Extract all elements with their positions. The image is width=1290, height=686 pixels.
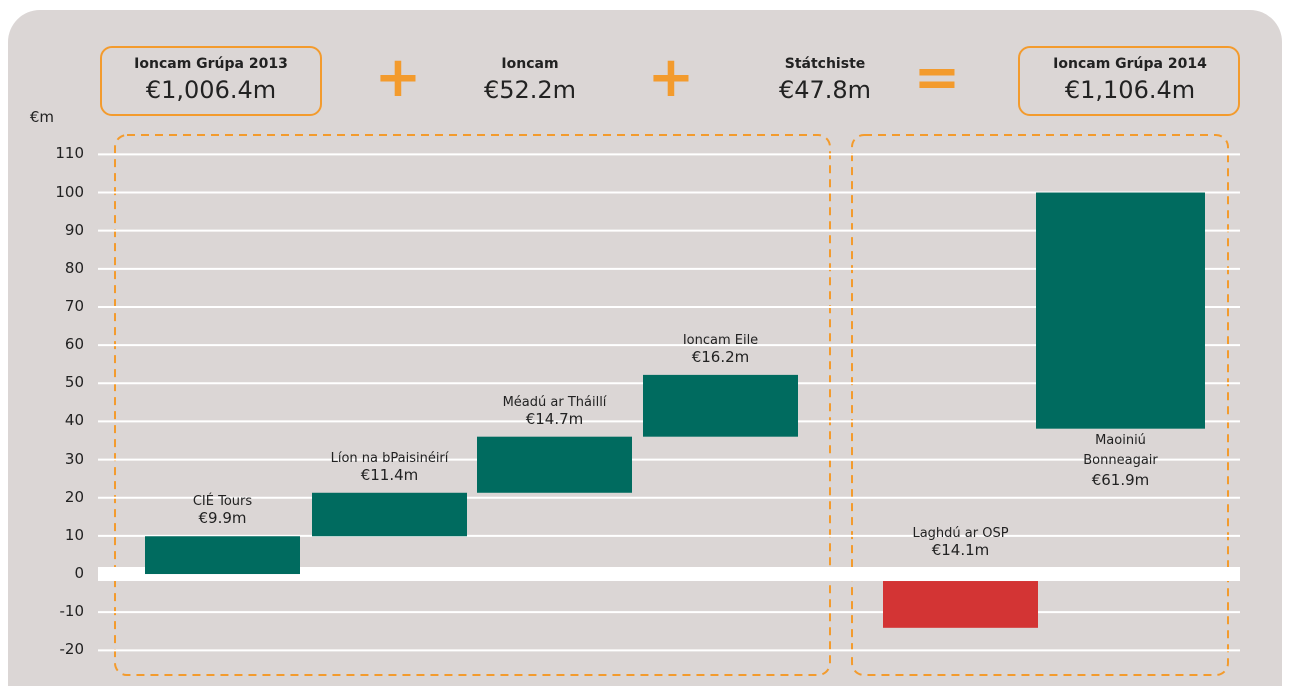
bar-label: CIÉ Tours €9.9m [135, 494, 310, 527]
bar [312, 492, 467, 537]
summary-box [1018, 46, 1240, 116]
summary-value: €47.8m [778, 76, 872, 104]
summary-title: Státchiste [784, 56, 866, 72]
category-label: Laghdú ar OSP [912, 526, 1009, 542]
summary: Ioncam Grúpa 2013 €1,006.4m [98, 56, 324, 104]
summary-value: €1,106.4m [1064, 76, 1196, 104]
summary-box [100, 46, 322, 116]
group-frame [114, 134, 831, 676]
bar-label: Ioncam Eile €16.2m [633, 333, 808, 366]
summary: Ioncam Grúpa 2014 €1,106.4m [1017, 56, 1243, 104]
y-tick-label: 0 [74, 564, 84, 583]
category-label: CIÉ Tours [192, 494, 253, 510]
summary-value: €1,006.4m [145, 76, 277, 104]
y-tick-label: 60 [64, 335, 84, 354]
value-label: €14.7m [525, 409, 584, 428]
category-label: Méadú ar Tháillí [502, 394, 607, 410]
bar [1036, 192, 1205, 429]
y-tick-label: 50 [64, 373, 84, 392]
y-tick-label: 70 [64, 296, 84, 315]
y-tick-label: 20 [64, 487, 84, 506]
y-tick-label: 30 [64, 449, 84, 468]
category-label: Ioncam Eile [682, 332, 759, 348]
value-label: €14.1m [931, 541, 990, 560]
y-tick-label: -20 [59, 640, 85, 659]
summary: Státchiste €47.8m [712, 56, 938, 104]
bar-label: Maoiniú Bonneagair €61.9m [1066, 431, 1176, 489]
summary-title: Ioncam [501, 56, 559, 72]
bar-label: Laghdú ar OSP €14.1m [873, 526, 1048, 559]
summary-title: Ioncam Grúpa 2014 [1053, 56, 1207, 72]
y-tick-label: 40 [64, 411, 84, 430]
y-axis-label: €m [29, 108, 54, 126]
operator: = [913, 45, 961, 110]
value-label: €16.2m [691, 347, 750, 366]
operator: + [374, 45, 422, 110]
value-label: €11.4m [360, 465, 419, 484]
summary: Ioncam €52.2m [417, 56, 643, 104]
category-label: Líon na bPaisinéirí [330, 450, 449, 466]
bar [883, 581, 1038, 628]
bar [643, 374, 798, 437]
y-tick-label: 110 [55, 144, 84, 163]
bar [477, 436, 632, 493]
summary-value: €52.2m [483, 76, 577, 104]
y-tick-label: 80 [64, 258, 84, 277]
operator: + [647, 45, 695, 110]
category-label: Maoiniú Bonneagair [1083, 432, 1158, 468]
bar-label: Líon na bPaisinéirí €11.4m [302, 451, 477, 484]
group-frame [851, 134, 1229, 676]
y-tick-label: 10 [64, 525, 84, 544]
y-tick-label: 90 [64, 220, 84, 239]
value-label: €61.9m [1091, 470, 1150, 489]
y-tick-label: 100 [55, 182, 84, 201]
value-label: €9.9m [198, 509, 247, 528]
y-tick-label: -10 [59, 602, 85, 621]
summary-title: Ioncam Grúpa 2013 [134, 56, 288, 72]
bar-label: Méadú ar Tháillí €14.7m [467, 395, 642, 428]
bar [145, 536, 300, 575]
